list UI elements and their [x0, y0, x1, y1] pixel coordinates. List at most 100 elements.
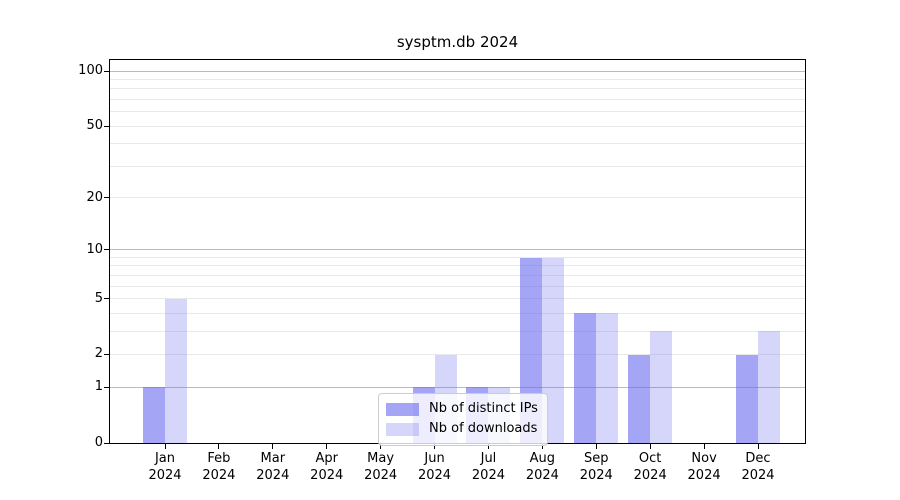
y-tick-label: 2 — [94, 346, 103, 362]
x-tick-mark — [757, 444, 759, 449]
x-tick-label: Jun 2024 — [403, 450, 467, 484]
y-tick-mark — [104, 298, 109, 300]
gridline-minor — [110, 88, 805, 90]
x-tick-mark — [487, 444, 489, 449]
bar-downloads — [165, 298, 187, 443]
legend-label: Nb of downloads — [429, 421, 538, 436]
x-tick-year: 2024 — [310, 468, 344, 483]
x-tick-year: 2024 — [202, 468, 236, 483]
x-tick-month: Dec — [745, 451, 771, 466]
x-tick-month: Sep — [584, 451, 609, 466]
x-tick-label: Feb 2024 — [187, 450, 251, 484]
x-tick-year: 2024 — [148, 468, 182, 483]
bar-downloads — [650, 331, 673, 443]
gridline-minor — [110, 274, 805, 276]
chart-title: sysptm.db 2024 — [396, 33, 519, 51]
x-tick-month: Mar — [260, 451, 286, 466]
gridline-major — [110, 249, 805, 251]
x-tick-year: 2024 — [633, 468, 667, 483]
gridline-minor — [110, 285, 805, 287]
x-tick-year: 2024 — [687, 468, 721, 483]
x-tick-month: Jun — [424, 451, 445, 466]
x-tick-month: Apr — [315, 451, 338, 466]
x-tick-label: Aug 2024 — [510, 450, 574, 484]
x-tick-label: Sep 2024 — [564, 450, 628, 484]
x-tick-month: Oct — [638, 451, 662, 466]
y-tick-label: 0 — [94, 435, 103, 450]
bar-distinct-ips — [736, 354, 758, 443]
y-tick-label: 100 — [78, 63, 103, 79]
y-tick-label: 1 — [94, 379, 103, 395]
gridline-minor — [110, 197, 805, 199]
x-tick-year: 2024 — [364, 468, 398, 483]
x-tick-mark — [164, 444, 166, 449]
gridline-minor — [110, 265, 805, 267]
bar-downloads — [758, 331, 780, 443]
bar-distinct-ips — [628, 354, 651, 443]
gridline-minor — [110, 353, 805, 355]
gridline-major — [110, 386, 805, 388]
x-tick-label: Dec 2024 — [726, 450, 790, 484]
y-tick-mark — [104, 249, 109, 251]
x-tick-year: 2024 — [471, 468, 505, 483]
x-tick-year: 2024 — [417, 468, 452, 483]
gridline-minor — [110, 165, 805, 167]
x-tick-year: 2024 — [525, 468, 559, 483]
x-tick-year: 2024 — [579, 468, 613, 483]
y-tick-label: 10 — [86, 241, 103, 257]
y-tick-label: 50 — [86, 118, 103, 134]
y-tick-mark — [104, 125, 109, 127]
gridline-minor — [110, 330, 805, 332]
y-tick-mark — [104, 386, 109, 388]
y-tick-mark — [104, 70, 109, 72]
x-tick-year: 2024 — [741, 468, 775, 483]
x-tick-year: 2024 — [256, 468, 290, 483]
gridline-minor — [110, 99, 805, 101]
x-tick-mark — [595, 444, 597, 449]
x-tick-label: Mar 2024 — [241, 450, 305, 484]
x-tick-month: Aug — [529, 451, 556, 466]
x-tick-mark — [434, 444, 436, 449]
x-tick-month: May — [367, 451, 395, 466]
gridline-minor — [110, 125, 805, 127]
y-tick-mark — [104, 197, 109, 199]
gridline-minor — [110, 143, 805, 145]
bar-distinct-ips — [143, 387, 165, 443]
legend-label: Nb of distinct IPs — [429, 401, 538, 416]
x-tick-label: Apr 2024 — [295, 450, 359, 484]
gridline-minor — [110, 79, 805, 81]
legend-swatch — [386, 402, 419, 416]
x-tick-mark — [649, 444, 651, 449]
x-tick-mark — [326, 444, 328, 449]
x-tick-month: Nov — [691, 451, 717, 466]
x-tick-label: Nov 2024 — [672, 450, 736, 484]
plot-area: Nb of distinct IPs Nb of downloads — [109, 59, 806, 446]
gridline-major — [110, 70, 805, 72]
y-tick-mark — [104, 442, 109, 444]
x-tick-mark — [541, 444, 543, 449]
gridline-minor — [110, 111, 805, 113]
legend-entry: Nb of distinct IPs — [386, 399, 538, 419]
x-tick-month: Feb — [207, 451, 231, 466]
legend-swatch — [386, 422, 419, 436]
x-tick-mark — [380, 444, 382, 449]
x-tick-label: Oct 2024 — [618, 450, 682, 484]
x-tick-mark — [218, 444, 220, 449]
x-tick-label: Jul 2024 — [456, 450, 520, 484]
x-tick-mark — [703, 444, 705, 449]
y-tick-label: 5 — [94, 290, 103, 306]
legend-entry: Nb of downloads — [386, 419, 538, 439]
gridline-minor — [110, 312, 805, 314]
x-tick-label: May 2024 — [349, 450, 413, 484]
y-tick-label: 20 — [86, 189, 103, 205]
gridline-minor — [110, 256, 805, 258]
x-tick-month: Jan — [154, 451, 176, 466]
x-tick-label: Jan 2024 — [133, 450, 197, 484]
x-tick-mark — [272, 444, 274, 449]
gridline-minor — [110, 298, 805, 300]
bar-distinct-ips — [574, 313, 597, 443]
bar-downloads — [596, 313, 619, 443]
x-tick-month: Jul — [480, 451, 497, 466]
y-tick-mark — [104, 353, 109, 355]
